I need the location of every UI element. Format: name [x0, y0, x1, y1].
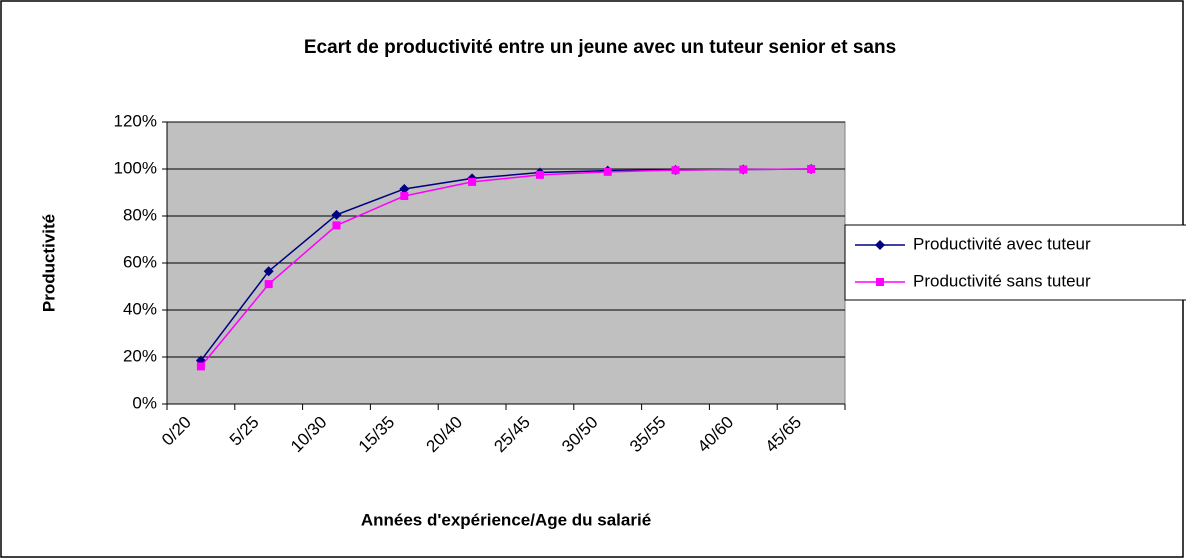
data-point — [671, 166, 680, 175]
data-point — [263, 266, 274, 277]
legend-label: Productivité avec tuteur — [913, 234, 1091, 253]
y-tick-label: 20% — [123, 346, 157, 365]
data-point — [739, 165, 748, 174]
data-point — [331, 209, 342, 220]
legend-label: Productivité sans tuteur — [913, 271, 1091, 290]
chart-title: Ecart de productivité entre un jeune ave… — [304, 37, 896, 58]
y-tick-label: 120% — [114, 111, 157, 130]
data-point — [264, 280, 273, 289]
y-tick-label: 60% — [123, 252, 157, 271]
legend-marker — [876, 278, 884, 286]
legend-marker — [875, 240, 885, 250]
data-point — [603, 167, 612, 176]
y-axis-label: Productivité — [39, 214, 58, 312]
data-point — [807, 165, 816, 173]
y-tick-label: 0% — [132, 393, 157, 412]
y-tick-label: 100% — [114, 158, 157, 177]
series-line — [200, 168, 812, 367]
y-tick-label: 80% — [123, 205, 157, 224]
x-axis-label: Années d'expérience/Age du salarié — [361, 510, 651, 529]
data-point — [535, 170, 544, 179]
data-point — [196, 362, 205, 371]
data-point — [400, 192, 409, 201]
legend — [844, 224, 1186, 301]
y-tick-label: 40% — [123, 299, 157, 318]
data-point — [399, 183, 410, 194]
data-point — [468, 177, 477, 186]
data-point — [332, 221, 341, 230]
